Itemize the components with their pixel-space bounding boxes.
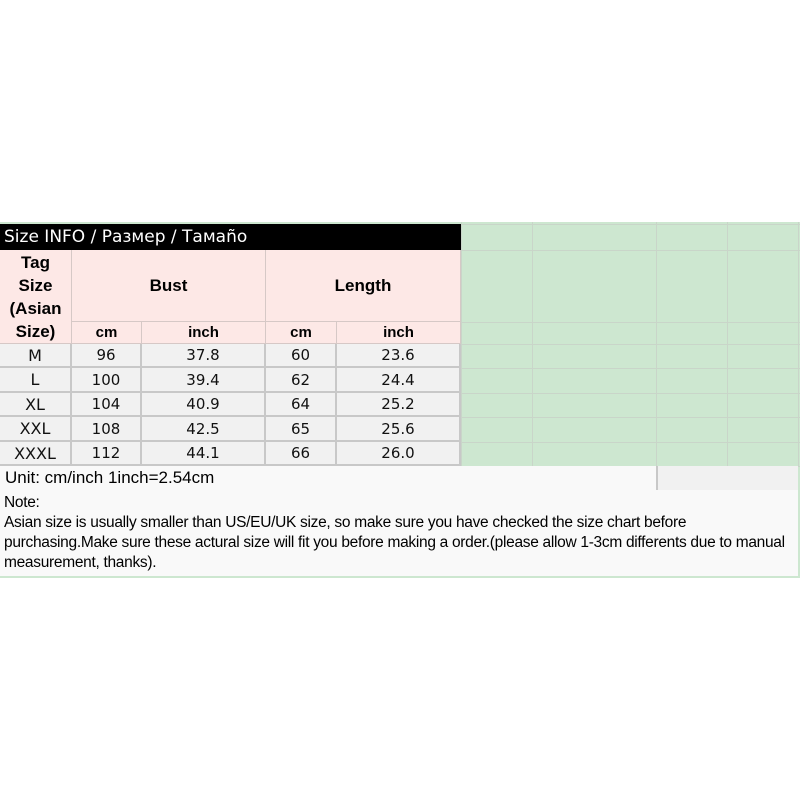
bust-inch-cell: 42.5 [142,417,266,442]
length-inch-header: inch [337,322,461,344]
bust-inch-cell: 40.9 [142,393,266,417]
length-cm-cell: 60 [266,344,337,368]
length-cm-cell: 64 [266,393,337,417]
bust-cm-cell: 100 [72,368,142,393]
bust-cm-cell: 96 [72,344,142,368]
bust-inch-cell: 39.4 [142,368,266,393]
bust-header: Bust [72,250,266,322]
bust-cm-header: cm [72,322,142,344]
length-cm-cell: 66 [266,442,337,466]
bust-cm-cell: 112 [72,442,142,466]
size-cell: M [0,344,72,368]
bust-cm-cell: 104 [72,393,142,417]
size-cell: XL [0,393,72,417]
length-inch-cell: 25.2 [337,393,461,417]
size-cell: XXL [0,417,72,442]
bust-cm-cell: 108 [72,417,142,442]
note-text: Asian size is usually smaller than US/EU… [4,514,785,571]
size-chart-title: Size INFO / Размер / Тамаño [0,224,461,250]
length-header: Length [266,250,461,322]
length-inch-cell: 23.6 [337,344,461,368]
note-label: Note: [4,494,40,511]
length-inch-cell: 24.4 [337,368,461,393]
bust-inch-header: inch [142,322,266,344]
length-cm-cell: 62 [266,368,337,393]
length-inch-cell: 25.6 [337,417,461,442]
bust-inch-cell: 44.1 [142,442,266,466]
size-cell: L [0,368,72,393]
bust-inch-cell: 37.8 [142,344,266,368]
length-inch-cell: 26.0 [337,442,461,466]
size-cell: XXXL [0,442,72,466]
empty-cell [656,466,798,490]
tag-size-header: Tag Size (Asian Size) [0,250,72,344]
unit-note: Unit: cm/inch 1inch=2.54cm [0,466,656,490]
note-box: Note: Asian size is usually smaller than… [0,490,798,577]
length-cm-cell: 65 [266,417,337,442]
length-cm-header: cm [266,322,337,344]
